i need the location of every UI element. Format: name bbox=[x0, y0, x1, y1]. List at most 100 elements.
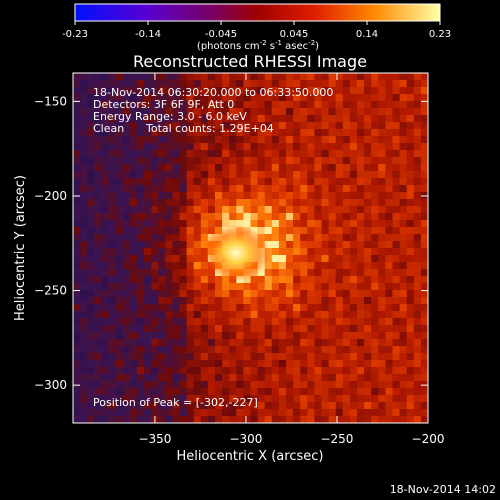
heatmap-cell bbox=[80, 178, 88, 186]
heatmap-cell bbox=[207, 150, 216, 158]
heatmap-cell bbox=[300, 290, 308, 298]
heatmap-cell bbox=[357, 213, 365, 221]
heatmap-cell bbox=[335, 206, 344, 214]
heatmap-cell bbox=[342, 101, 351, 109]
heatmap-cell bbox=[172, 409, 180, 417]
heatmap-cell bbox=[371, 346, 379, 354]
heatmap-cell bbox=[328, 94, 336, 102]
heatmap-cell bbox=[342, 374, 351, 382]
heatmap-cell bbox=[328, 150, 336, 158]
heatmap-cell bbox=[357, 150, 365, 158]
heatmap-cell bbox=[87, 360, 95, 368]
heatmap-cell bbox=[158, 318, 166, 326]
heatmap-cell bbox=[94, 276, 102, 284]
heatmap-cell bbox=[186, 311, 194, 319]
heatmap-cell bbox=[73, 416, 81, 424]
heatmap-cell bbox=[257, 388, 265, 396]
heatmap-cell bbox=[314, 122, 322, 130]
heatmap-cell bbox=[165, 213, 173, 221]
heatmap-cell bbox=[186, 276, 194, 284]
heatmap-cell bbox=[406, 388, 415, 396]
heatmap-cell bbox=[385, 192, 393, 200]
heatmap-cell bbox=[335, 220, 344, 228]
heatmap-cell bbox=[207, 122, 216, 130]
heatmap-cell bbox=[186, 101, 194, 109]
heatmap-cell bbox=[314, 136, 322, 144]
heatmap-cell bbox=[321, 136, 329, 144]
heatmap-cell bbox=[236, 87, 244, 95]
heatmap-cell bbox=[420, 108, 429, 116]
heatmap-cell bbox=[406, 129, 415, 137]
heatmap-cell bbox=[243, 311, 251, 319]
heatmap-cell bbox=[300, 402, 308, 410]
heatmap-cell bbox=[158, 108, 166, 116]
heatmap-cell bbox=[236, 185, 244, 193]
heatmap-cell bbox=[335, 94, 344, 102]
heatmap-cell bbox=[335, 409, 344, 417]
heatmap-cell bbox=[399, 80, 407, 88]
heatmap-cell bbox=[314, 290, 322, 298]
heatmap-cell bbox=[385, 101, 393, 109]
heatmap-cell bbox=[293, 297, 301, 305]
heatmap-cell bbox=[385, 290, 393, 298]
heatmap-cell bbox=[108, 171, 116, 179]
heatmap-cell bbox=[87, 94, 95, 102]
heatmap-cell bbox=[144, 332, 152, 340]
heatmap-cell bbox=[172, 381, 180, 389]
heatmap-cell bbox=[335, 241, 344, 249]
heatmap-cell bbox=[328, 360, 336, 368]
heatmap-cell bbox=[186, 304, 194, 312]
heatmap-cell bbox=[321, 332, 329, 340]
heatmap-cell bbox=[278, 346, 287, 354]
heatmap-cell bbox=[94, 262, 102, 270]
heatmap-cell bbox=[420, 374, 429, 382]
heatmap-cell bbox=[94, 311, 102, 319]
heatmap-cell bbox=[165, 178, 173, 186]
heatmap-cell bbox=[392, 136, 400, 144]
heatmap-cell bbox=[151, 409, 159, 417]
heatmap-cell bbox=[136, 325, 145, 333]
heatmap-cell bbox=[144, 297, 152, 305]
heatmap-cell bbox=[200, 94, 209, 102]
heatmap-cell bbox=[328, 185, 336, 193]
x-tick-label: −300 bbox=[229, 432, 262, 446]
heatmap-cell bbox=[101, 276, 109, 284]
heatmap-cell bbox=[257, 290, 265, 298]
heatmap-cell bbox=[207, 220, 216, 228]
heatmap-cell bbox=[364, 318, 372, 326]
heatmap-cell bbox=[115, 178, 123, 186]
heatmap-cell bbox=[179, 409, 187, 417]
heatmap-cell bbox=[186, 388, 194, 396]
heatmap-cell bbox=[186, 213, 194, 221]
heatmap-cell bbox=[278, 283, 287, 291]
heatmap-cell bbox=[108, 339, 116, 347]
heatmap-cell bbox=[300, 325, 308, 333]
heatmap-cell bbox=[385, 185, 393, 193]
heatmap-cell bbox=[144, 171, 152, 179]
heatmap-cell bbox=[94, 108, 102, 116]
annotation-energy: Energy Range: 3.0 - 6.0 keV bbox=[93, 110, 247, 123]
heatmap-cell bbox=[413, 108, 422, 116]
heatmap-cell bbox=[420, 297, 429, 305]
heatmap-cell bbox=[364, 178, 372, 186]
heatmap-cell bbox=[413, 339, 422, 347]
heatmap-cell bbox=[278, 339, 287, 347]
heatmap-cell bbox=[250, 353, 258, 361]
heatmap-cell bbox=[101, 360, 109, 368]
heatmap-cell bbox=[278, 262, 287, 270]
heatmap-cell bbox=[328, 234, 336, 242]
heatmap-cell bbox=[87, 374, 95, 382]
heatmap-cell bbox=[87, 339, 95, 347]
heatmap-cell bbox=[193, 395, 202, 403]
heatmap-cell bbox=[129, 360, 138, 368]
heatmap-cell bbox=[399, 339, 407, 347]
heatmap-cell bbox=[186, 262, 194, 270]
colorbar-tick-label: 0.14 bbox=[356, 29, 378, 40]
heatmap-cell bbox=[101, 290, 109, 298]
heatmap-cell bbox=[385, 164, 393, 172]
heatmap-cell bbox=[172, 339, 180, 347]
heatmap-cell bbox=[342, 206, 351, 214]
heatmap-cell bbox=[122, 360, 131, 368]
heatmap-cell bbox=[186, 346, 194, 354]
heatmap-cell bbox=[158, 234, 166, 242]
